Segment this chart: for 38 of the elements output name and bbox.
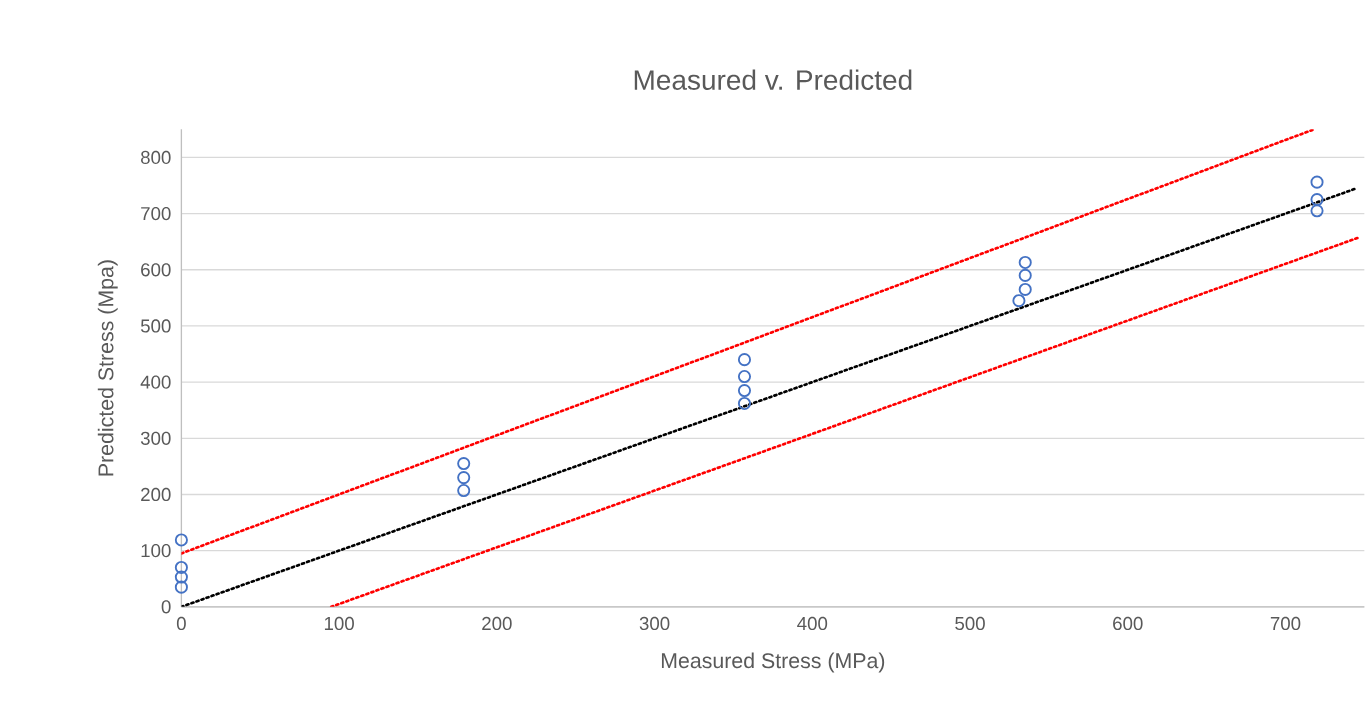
y-tick-label: 700 (141, 207, 171, 221)
y-tick-label: 100 (141, 544, 171, 558)
y-tick-label: 600 (141, 263, 171, 277)
point (174, 570, 188, 584)
x-tick-label: 500 (955, 617, 985, 631)
x-tick-label: 300 (639, 617, 670, 631)
point (737, 397, 752, 411)
y-tick-label: 300 (140, 431, 171, 446)
point (737, 353, 752, 367)
y-tick-label: 500 (140, 319, 171, 333)
y-axis-title: Predicted Stress (Mpa) (97, 260, 118, 476)
x-tick-label: 200 (482, 617, 512, 631)
point (1310, 193, 1324, 207)
point (1012, 294, 1026, 308)
point (457, 457, 471, 471)
point (457, 484, 471, 498)
point (1018, 283, 1032, 297)
x-tick-label: 700 (1270, 617, 1301, 631)
point (1018, 269, 1032, 283)
point (1310, 204, 1324, 218)
y-tick-label: 200 (141, 488, 171, 502)
point (174, 580, 188, 594)
point (457, 471, 471, 485)
x-tick-label: 600 (1113, 617, 1143, 631)
x-tick-label: 400 (797, 617, 828, 631)
y-tick-label: 400 (140, 375, 171, 389)
y-tick-label: 0 (161, 600, 171, 614)
y-tick-label: 800 (141, 151, 171, 165)
point (737, 370, 752, 384)
chart-title: Measured v. Predicted (634, 69, 912, 91)
x-tick-label: 100 (324, 617, 354, 631)
x-tick-label: 0 (176, 617, 186, 631)
point (174, 561, 188, 575)
point (1018, 256, 1032, 270)
point (737, 384, 752, 398)
point (174, 533, 188, 547)
point (1310, 175, 1324, 189)
x-axis-title: Measured Stress (MPa) (661, 652, 885, 673)
